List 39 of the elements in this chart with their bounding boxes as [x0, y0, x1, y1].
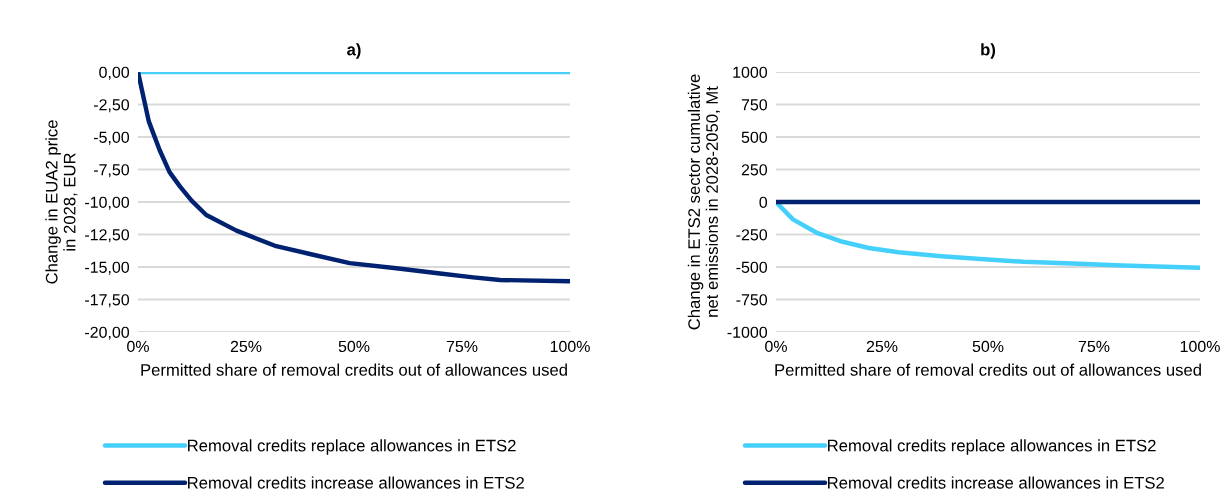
chart-title: a) — [347, 43, 361, 59]
y-tick-label: -2,50 — [93, 99, 130, 113]
y-axis-title: Change in ETS2 sector cumulative net emissions in 2028-2050, Mt — [687, 74, 720, 330]
y-tick-label: -10,00 — [85, 196, 130, 210]
x-tick-label: 100% — [550, 340, 590, 353]
y-tick-label: -7,50 — [93, 164, 130, 178]
y-tick-label: -12,50 — [85, 229, 130, 243]
chart-title: b) — [981, 43, 996, 59]
y-tick-label: 0,00 — [99, 66, 130, 80]
x-tick-label: 75% — [1078, 340, 1110, 353]
legend-label: Removal credits increase allowances in ETS2 — [828, 476, 1164, 489]
x-axis-title: Permitted share of removal credits out of allowances used — [141, 363, 567, 376]
x-axis-title: Permitted share of removal credits out of allowances used — [775, 363, 1201, 376]
y-tick-label: -15,00 — [85, 261, 130, 275]
y-tick-label: 750 — [741, 99, 768, 111]
y-tick-label: -20,00 — [85, 326, 130, 340]
x-tick-label: 75% — [446, 340, 478, 353]
x-tick-label: 100% — [1180, 340, 1220, 353]
x-tick-label: 50% — [338, 340, 370, 353]
y-tick-label: -750 — [736, 294, 768, 306]
x-tick-label: 0% — [127, 340, 149, 353]
legend-label: Removal credits replace allowances in ETS2 — [188, 439, 516, 455]
line-series — [138, 72, 570, 284]
y-tick-label: 1000 — [733, 66, 768, 78]
y-tick-label: -17,50 — [85, 294, 130, 308]
y-tick-label: -250 — [736, 229, 768, 241]
x-tick-label: 25% — [230, 340, 262, 353]
y-axis-title: Change in EUA2 price in 2028, EUR — [45, 120, 78, 284]
y-tick-label: -500 — [736, 261, 768, 273]
x-tick-label: 50% — [972, 340, 1004, 353]
x-tick-label: 0% — [765, 340, 787, 353]
y-tick-label: 500 — [741, 131, 768, 143]
y-tick-label: 0 — [759, 196, 768, 208]
y-tick-label: -1000 — [727, 326, 768, 338]
legend-label: Removal credits increase allowances in ETS2 — [188, 476, 524, 489]
legend-label: Removal credits replace allowances in ETS2 — [828, 439, 1156, 455]
y-tick-label: -5,00 — [93, 131, 130, 145]
y-tick-label: 250 — [741, 164, 768, 176]
x-tick-label: 25% — [866, 340, 898, 353]
